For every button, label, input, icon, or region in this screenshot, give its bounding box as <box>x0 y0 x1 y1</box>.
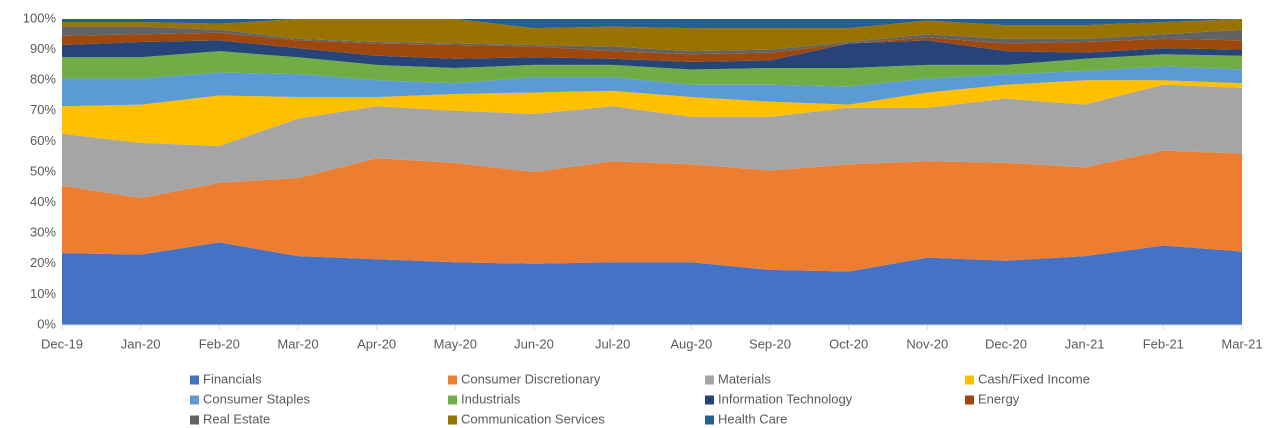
x-tick-label: Oct-20 <box>829 336 868 351</box>
legend-label: Industrials <box>461 391 521 406</box>
x-tick-label: Apr-20 <box>357 336 396 351</box>
area <box>62 19 1242 29</box>
y-tick-label: 30% <box>30 225 56 240</box>
area <box>62 51 1242 87</box>
legend-label: Information Technology <box>718 391 853 406</box>
x-tick-label: Jan-20 <box>121 336 161 351</box>
legend-swatch <box>190 395 199 405</box>
area <box>62 40 1242 70</box>
legend-label: Health Care <box>718 411 787 426</box>
legend-label: Cash/Fixed Income <box>978 371 1090 386</box>
legend-label: Communication Services <box>461 411 605 426</box>
area <box>62 19 1242 52</box>
legend-swatch <box>705 415 714 425</box>
y-tick-label: 0% <box>37 316 56 331</box>
legend-label: Energy <box>978 391 1020 406</box>
legend-swatch <box>190 415 199 425</box>
x-tick-label: Mar-20 <box>277 336 318 351</box>
y-tick-label: 10% <box>30 286 56 301</box>
area <box>62 26 1242 55</box>
area <box>62 66 1242 107</box>
y-tick-label: 20% <box>30 255 56 270</box>
x-tick-label: Feb-21 <box>1143 336 1184 351</box>
y-tick-label: 40% <box>30 194 56 209</box>
legend-label: Consumer Discretionary <box>461 371 601 386</box>
y-tick-label: 90% <box>30 41 56 56</box>
area <box>62 150 1242 272</box>
legend-swatch <box>965 375 974 385</box>
x-tick-label: May-20 <box>434 336 477 351</box>
legend-label: Real Estate <box>203 411 270 426</box>
legend-swatch <box>190 375 199 385</box>
x-tick-label: Sep-20 <box>749 336 791 351</box>
legend-swatch <box>448 375 457 385</box>
y-tick-label: 50% <box>30 163 56 178</box>
legend-label: Financials <box>203 371 262 386</box>
legend-label: Materials <box>718 371 771 386</box>
legend-swatch <box>705 395 714 405</box>
x-tick-label: Nov-20 <box>906 336 948 351</box>
legend-swatch <box>448 415 457 425</box>
x-tick-label: Mar-21 <box>1221 336 1262 351</box>
y-tick-label: 60% <box>30 133 56 148</box>
y-tick-label: 100% <box>23 10 57 25</box>
y-tick-label: 80% <box>30 72 56 87</box>
area <box>62 242 1242 325</box>
legend-swatch <box>965 395 974 405</box>
area <box>62 84 1242 199</box>
x-tick-label: Feb-20 <box>199 336 240 351</box>
area <box>62 32 1242 62</box>
x-tick-label: Dec-19 <box>41 336 83 351</box>
legend-swatch <box>448 395 457 405</box>
x-tick-label: Jan-21 <box>1065 336 1105 351</box>
x-tick-label: Jun-20 <box>514 336 554 351</box>
x-tick-label: Jul-20 <box>595 336 630 351</box>
legend-label: Consumer Staples <box>203 391 310 406</box>
legend-swatch <box>705 375 714 385</box>
y-tick-label: 70% <box>30 102 56 117</box>
x-tick-label: Dec-20 <box>985 336 1027 351</box>
x-tick-label: Aug-20 <box>670 336 712 351</box>
area <box>62 80 1242 146</box>
